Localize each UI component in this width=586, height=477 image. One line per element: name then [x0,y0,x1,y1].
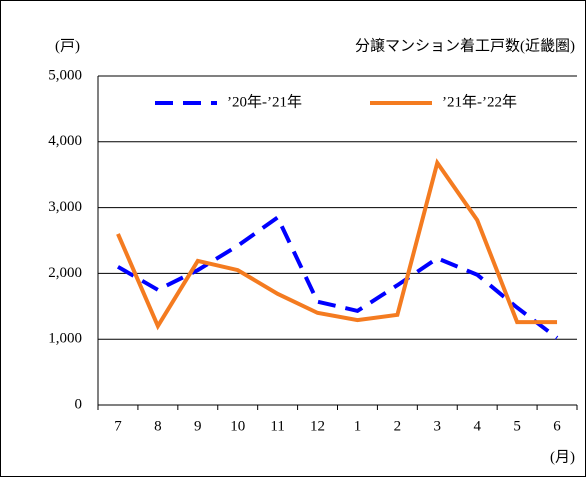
y-tick-label: 4,000 [48,133,82,149]
x-tick-label: 2 [394,418,402,434]
x-tick-label: 8 [154,418,162,434]
y-tick-label: 1,000 [48,331,82,347]
legend-label: ’20年-’21年 [227,93,302,110]
x-tick-label: 3 [434,418,442,434]
x-tick-label: 11 [270,418,284,434]
chart-title: 分譲マンション着工戸数(近畿圏) [355,37,575,54]
x-tick-label: 9 [194,418,202,434]
x-tick-label: 5 [513,418,521,434]
x-tick-label: 6 [553,418,561,434]
x-tick-label: 1 [354,418,362,434]
legend-label: ’21年-’22年 [442,93,517,110]
y-unit: (戸) [55,38,80,54]
series-line [116,158,558,331]
y-tick-label: 2,000 [48,265,82,281]
x-tick-label: 7 [114,418,122,434]
x-tick-label: 10 [230,418,245,434]
x-tick-label: 4 [473,418,481,434]
y-tick-label: 3,000 [48,199,82,215]
y-tick-label: 5,000 [48,67,82,83]
series-line [116,214,559,340]
y-tick-label: 0 [75,396,83,412]
x-tick-label: 12 [310,418,325,434]
x-unit: (月) [550,449,575,465]
